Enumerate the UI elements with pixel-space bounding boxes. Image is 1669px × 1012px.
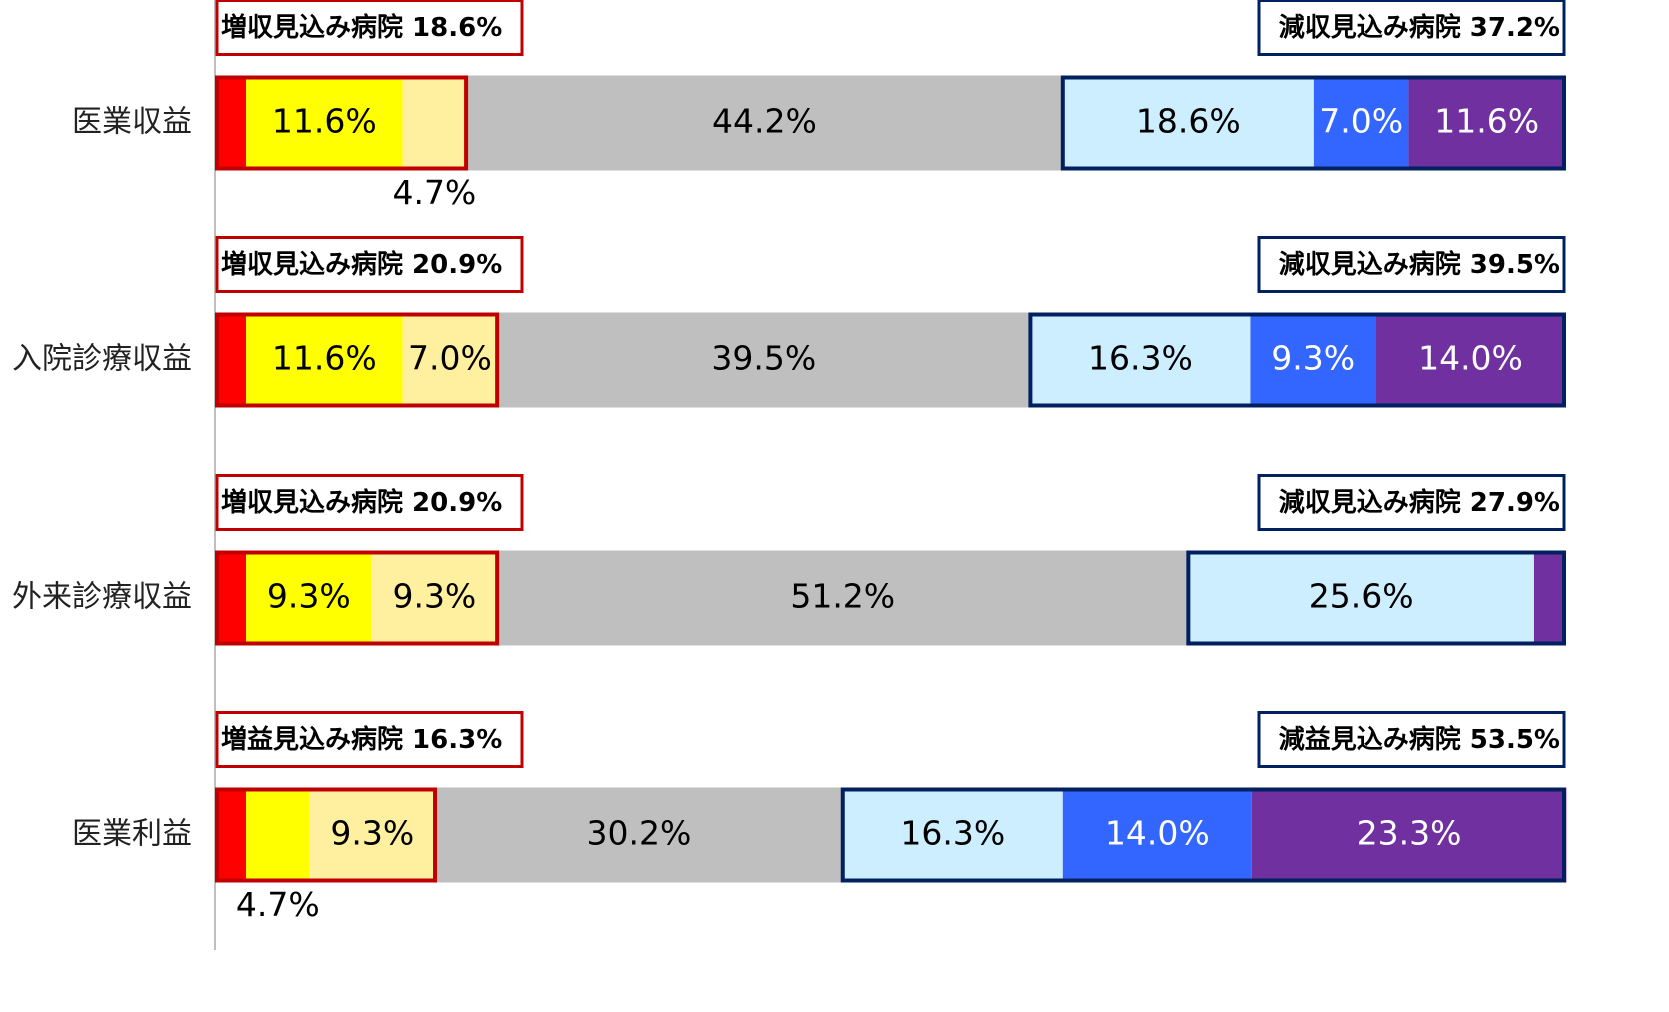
value-label: 16.3% — [900, 814, 1005, 853]
increase-label-box — [215, 474, 524, 531]
bar-segment — [466, 75, 1063, 171]
decrease-label: 減益見込み病院 53.5% — [1279, 724, 1560, 755]
value-label: 4.7% — [236, 885, 320, 924]
decrease-label-box — [1257, 236, 1566, 293]
category-label: 医業収益 — [72, 105, 192, 140]
decrease-label: 減収見込み病院 27.9% — [1279, 487, 1560, 518]
decrease-label: 減収見込み病院 37.2% — [1279, 12, 1560, 43]
bar-segment — [215, 75, 247, 171]
bar-segment — [1250, 312, 1376, 408]
bar-segment — [1376, 312, 1565, 408]
bar-segment — [309, 787, 436, 883]
decrease-box — [1060, 75, 1567, 171]
increase-label: 増収見込み病院 18.6% — [221, 12, 502, 43]
category-label: 外来診療収益 — [12, 580, 192, 615]
decrease-label-box — [1257, 474, 1566, 531]
bar-segment — [497, 550, 1189, 646]
value-label: 11.6% — [1434, 102, 1539, 141]
value-label: 39.5% — [711, 339, 816, 378]
bar-segment — [1251, 787, 1567, 883]
bar-segment — [402, 75, 467, 171]
value-label: 9.3% — [267, 577, 351, 616]
value-label: 18.6% — [1136, 102, 1241, 141]
value-label: 11.6% — [272, 339, 377, 378]
increase-label: 増収見込み病院 20.9% — [221, 249, 502, 280]
bar-segment — [371, 550, 498, 646]
increase-box — [215, 550, 500, 646]
bar-segment — [1062, 787, 1252, 883]
value-label: 16.3% — [1088, 339, 1193, 378]
increase-box — [215, 75, 469, 171]
increase-label-box — [215, 711, 524, 768]
increase-box — [215, 787, 438, 883]
bar-segment — [215, 312, 247, 408]
value-label: 14.0% — [1105, 814, 1210, 853]
value-label: 9.3% — [1271, 339, 1355, 378]
bar-segment — [435, 787, 843, 883]
bar-segment — [246, 787, 310, 883]
decrease-box — [1186, 550, 1566, 646]
category-label: 入院診療収益 — [12, 342, 192, 377]
bar-segment — [1533, 550, 1565, 646]
category-label: 医業利益 — [72, 817, 192, 852]
value-label: 14.0% — [1418, 339, 1523, 378]
value-label: 11.6% — [272, 102, 377, 141]
value-label: 25.6% — [1309, 577, 1414, 616]
bar-segment — [246, 312, 403, 408]
value-label: 7.0% — [1319, 102, 1403, 141]
bar-segment — [246, 75, 403, 171]
bar-segment — [1188, 550, 1534, 646]
decrease-box — [840, 787, 1566, 883]
bar-segment — [497, 312, 1031, 408]
bar-segment — [1408, 75, 1565, 171]
bar-segment — [246, 550, 372, 646]
increase-label: 増収見込み病院 20.9% — [221, 487, 502, 518]
decrease-label: 減収見込み病院 39.5% — [1279, 249, 1560, 280]
increase-label-box — [215, 0, 524, 56]
value-label: 9.3% — [330, 814, 414, 853]
value-label: 51.2% — [790, 577, 895, 616]
value-label: 44.2% — [712, 102, 817, 141]
bar-segment — [215, 787, 247, 883]
bar-segment — [1062, 75, 1314, 171]
value-label: 30.2% — [586, 814, 691, 853]
increase-label: 増益見込み病院 16.3% — [221, 724, 502, 755]
value-label: 4.7% — [392, 173, 476, 212]
decrease-label-box — [1257, 0, 1566, 56]
value-label: 7.0% — [408, 339, 492, 378]
value-label: 9.3% — [392, 577, 476, 616]
increase-box — [215, 312, 500, 408]
bar-segment — [842, 787, 1063, 883]
bar-segment — [1030, 312, 1251, 408]
value-label: 23.3% — [1357, 814, 1462, 853]
increase-label-box — [215, 236, 524, 293]
decrease-box — [1028, 312, 1566, 408]
bar-segment — [1313, 75, 1409, 171]
bar-segment — [215, 550, 247, 646]
bar-segment — [402, 312, 498, 408]
decrease-label-box — [1257, 711, 1566, 768]
